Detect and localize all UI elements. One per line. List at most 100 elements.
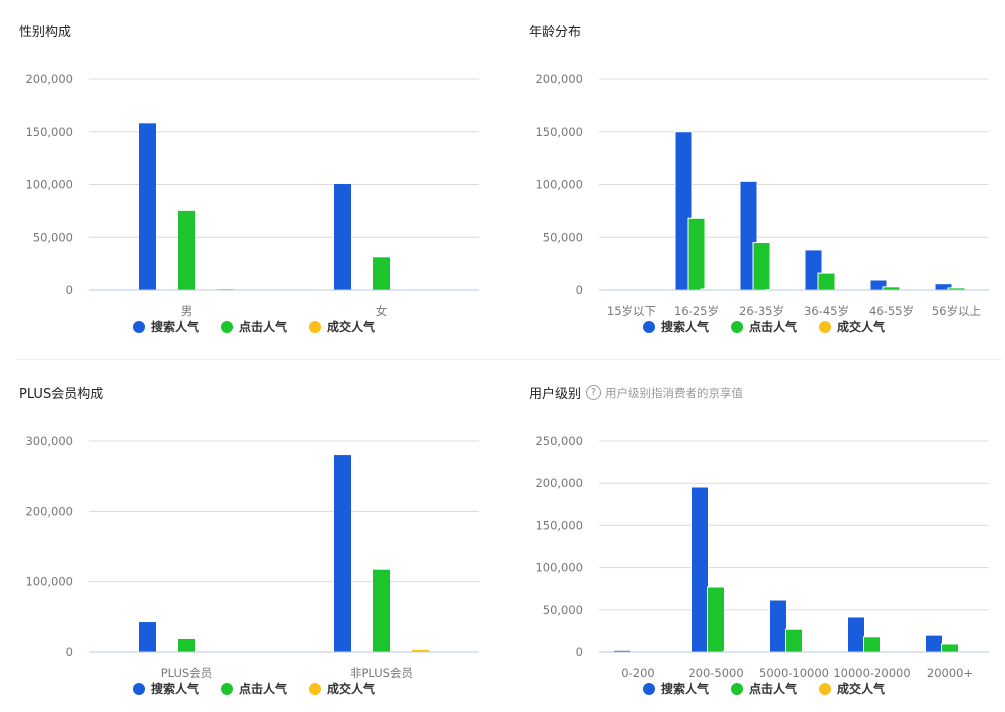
x-tick-label: 46-55岁 [869, 304, 914, 318]
legend-dot-icon [221, 682, 234, 695]
legend-dot-icon [731, 682, 744, 695]
age-chart: 0 50,000 100,000 150,000 200,000 15岁以下 16-25岁 2… [510, 0, 1005, 345]
section-divider [17, 359, 1002, 360]
x-tick-label: 36-45岁 [804, 304, 849, 318]
bar-deal [217, 288, 234, 290]
bar-search [847, 616, 865, 653]
x-tick-label: PLUS会员 [161, 666, 213, 680]
chart-plot: 0 100,000 200,000 300,000 PLUS会员 非PLUS会员 [25, 434, 479, 680]
chart-legend: 搜索人气 点击人气 成交人气 [133, 318, 397, 335]
bar-search [334, 183, 351, 290]
y-tick-label: 250,000 [535, 434, 583, 448]
plus-member-chart: 0 100,000 200,000 300,000 PLUS会员 非PLUS会员 PLUS会… [0, 362, 500, 707]
legend-label: 点击人气 [749, 682, 798, 696]
y-tick-label: 50,000 [543, 230, 583, 244]
x-tick-label: 200-5000 [688, 666, 743, 680]
legend-item-click[interactable]: 点击人气 [731, 680, 797, 697]
legend-label: 成交人气 [327, 682, 376, 696]
legend-item-click[interactable]: 点击人气 [221, 318, 287, 335]
legend-item-deal[interactable]: 成交人气 [819, 680, 885, 697]
y-tick-label: 50,000 [543, 603, 583, 617]
legend-label: 成交人气 [837, 320, 886, 334]
bar-search [925, 634, 943, 653]
y-tick-label: 100,000 [535, 561, 583, 575]
legend-item-click[interactable]: 点击人气 [731, 318, 797, 335]
chart-title-row: 年龄分布 [529, 21, 581, 40]
legend-item-deal[interactable]: 成交人气 [819, 318, 885, 335]
chart-title-row: PLUS会员构成 [19, 383, 103, 402]
y-tick-label: 150,000 [25, 125, 73, 139]
bar-click [941, 643, 959, 653]
legend-dot-icon [643, 320, 655, 333]
y-tick-label: 200,000 [535, 72, 583, 86]
x-tick-label: 56岁以上 [932, 304, 981, 318]
y-tick-label: 300,000 [25, 434, 73, 448]
bar-click [373, 257, 390, 290]
bar-search [334, 455, 351, 652]
bar-click [687, 217, 706, 291]
chart-title: 性别构成 [19, 25, 72, 40]
y-tick-label: 200,000 [25, 72, 73, 86]
legend-item-deal[interactable]: 成交人气 [309, 318, 375, 335]
legend-dot-icon [133, 320, 145, 333]
legend-label: 搜索人气 [151, 320, 200, 334]
legend-label: 成交人气 [837, 682, 886, 696]
y-tick-label: 200,000 [535, 476, 583, 490]
legend-dot-icon [643, 682, 655, 695]
legend-item-search[interactable]: 搜索人气 [133, 318, 199, 335]
legend-label: 点击人气 [239, 320, 288, 334]
chart-plot: 0 50,000 100,000 150,000 200,000 15岁以下 16-25岁 2… [535, 72, 989, 318]
chart-title-row: 用户级别? 用户级别指消费者的京享值 [529, 383, 743, 402]
legend-label: 搜索人气 [661, 682, 710, 696]
bar-click [373, 569, 390, 652]
chart-title-row: 性别构成 [19, 21, 71, 40]
y-tick-label: 0 [576, 283, 583, 297]
bar-search [139, 622, 156, 652]
legend-label: 点击人气 [749, 320, 798, 334]
y-tick-label: 50,000 [33, 230, 73, 244]
x-tick-label: 26-35岁 [739, 304, 784, 318]
legend-dot-icon [819, 682, 832, 695]
chart-plot: 0 50,000 100,000 150,000 200,000 男 女 [25, 72, 479, 318]
chart-title: PLUS会员构成 [19, 387, 104, 402]
x-tick-label: 非PLUS会员 [350, 666, 413, 680]
chart-legend: 搜索人气 点击人气 成交人气 [643, 318, 907, 335]
x-tick-label: 15岁以下 [607, 304, 656, 318]
bar-search [139, 123, 156, 290]
x-tick-label: 20000+ [927, 666, 973, 680]
bar-deal [412, 649, 429, 652]
y-tick-label: 100,000 [25, 178, 73, 192]
bar-click [752, 242, 771, 291]
y-tick-label: 0 [66, 283, 73, 297]
y-tick-label: 0 [576, 645, 583, 659]
chart-legend: 搜索人气 点击人气 成交人气 [133, 680, 397, 697]
bar-click [785, 628, 803, 653]
help-icon[interactable]: ? [586, 385, 602, 400]
legend-item-search[interactable]: 搜索人气 [643, 680, 709, 697]
gender-chart: 0 50,000 100,000 150,000 200,000 男 女 性别构成搜索人气 点击… [0, 0, 500, 345]
legend-item-search[interactable]: 搜索人气 [643, 318, 709, 335]
x-tick-label: 女 [376, 304, 388, 318]
legend-item-click[interactable]: 点击人气 [221, 680, 287, 697]
legend-dot-icon [819, 320, 832, 333]
legend-label: 搜索人气 [151, 682, 200, 696]
x-tick-label: 16-25岁 [674, 304, 719, 318]
legend-dot-icon [309, 682, 322, 695]
chart-subtitle: 用户级别指消费者的京享值 [605, 385, 744, 400]
legend-item-search[interactable]: 搜索人气 [133, 680, 199, 697]
bar-click [863, 636, 881, 653]
legend-dot-icon [221, 320, 234, 333]
bar-click [178, 210, 195, 290]
legend-dot-icon [309, 320, 322, 333]
legend-label: 成交人气 [327, 320, 376, 334]
y-tick-label: 0 [66, 645, 73, 659]
x-tick-label: 男 [181, 304, 193, 318]
legend-item-deal[interactable]: 成交人气 [309, 680, 375, 697]
bar-click [707, 586, 725, 653]
chart-legend: 搜索人气 点击人气 成交人气 [643, 680, 907, 697]
chart-title: 年龄分布 [529, 25, 582, 40]
legend-label: 搜索人气 [661, 320, 710, 334]
legend-dot-icon [731, 320, 744, 333]
bar-search [769, 599, 787, 653]
